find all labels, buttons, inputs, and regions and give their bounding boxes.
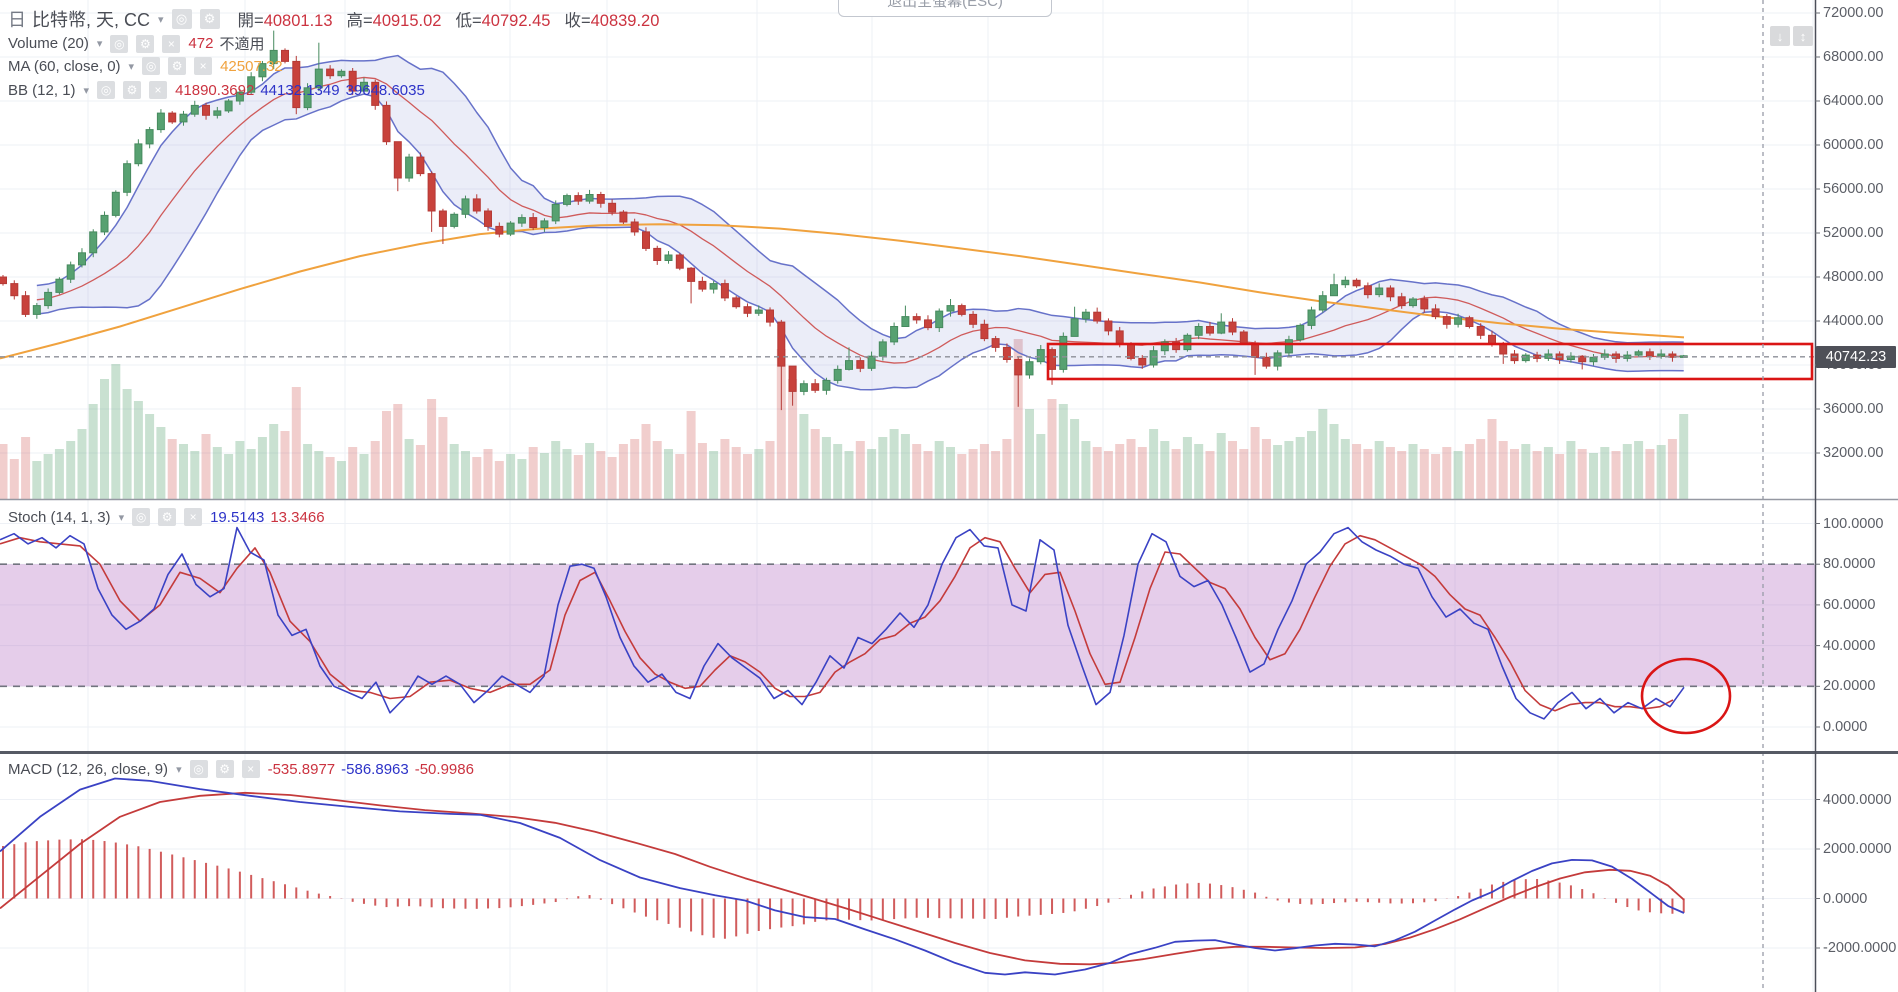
chevron-down-icon[interactable]: ▾ bbox=[96, 38, 103, 50]
chevron-down-icon[interactable]: ▾ bbox=[128, 60, 135, 73]
axis-tick-label: 0.0000 bbox=[1823, 890, 1868, 907]
bb-upper-value: 44132.1349 bbox=[260, 81, 340, 99]
exit-fullscreen-tooltip-text: 退出全螢幕(ESC) bbox=[887, 0, 1003, 10]
high-value: 40915.02 bbox=[372, 12, 442, 30]
down-arrow-icon: ↓ bbox=[1776, 28, 1784, 44]
volume-indicator-label[interactable]: Volume (20) bbox=[8, 35, 89, 52]
eye-icon[interactable]: ◎ bbox=[189, 760, 208, 778]
bb-basis-value: 41890.3692 bbox=[175, 81, 255, 99]
chevron-down-icon[interactable]: ▾ bbox=[176, 763, 182, 776]
volume-legend-row: Volume (20) ▾ ◎ ⚙ × 472 不適用 bbox=[8, 33, 264, 54]
symbol-legend-row: 日 比特幣, 天, CC ▾ ◎ ⚙ 開=40801.13 高=40915.02… bbox=[8, 6, 659, 32]
axis-tick-label: 52000.00 bbox=[1823, 225, 1884, 241]
chevron-down-icon[interactable]: ▾ bbox=[158, 13, 164, 26]
eye-icon[interactable]: ◎ bbox=[97, 81, 116, 99]
up-down-arrow-icon: ↕ bbox=[1799, 28, 1807, 44]
stoch-indicator-label[interactable]: Stoch (14, 1, 3) bbox=[8, 508, 111, 526]
axis-tick-label: 80.0000 bbox=[1823, 556, 1876, 573]
symbol-title[interactable]: 比特幣, 天, CC bbox=[32, 10, 151, 30]
axis-tick-label: 36000.00 bbox=[1823, 401, 1884, 417]
low-value: 40792.45 bbox=[481, 12, 551, 30]
eye-icon[interactable]: ◎ bbox=[142, 57, 161, 75]
axis-tick-label: 4000.0000 bbox=[1823, 791, 1892, 808]
axis-tick-label: 0.0000 bbox=[1823, 719, 1868, 735]
chevron-down-icon[interactable]: ▾ bbox=[118, 511, 125, 524]
high-label: 高= bbox=[346, 12, 373, 30]
open-label: 開= bbox=[237, 12, 264, 30]
macd-signal-value: -50.9986 bbox=[414, 760, 474, 778]
bb-legend-row: BB (12, 1) ▾ ◎ ⚙ × 41890.3692 44132.1349… bbox=[8, 81, 425, 99]
gear-icon[interactable]: ⚙ bbox=[168, 57, 187, 75]
low-label: 低= bbox=[455, 12, 482, 30]
close-icon[interactable]: × bbox=[149, 81, 168, 99]
open-value: 40801.13 bbox=[263, 12, 333, 30]
gear-icon[interactable]: ⚙ bbox=[123, 81, 142, 99]
close-label: 收= bbox=[564, 12, 591, 30]
macd-line-value: -586.8963 bbox=[341, 760, 409, 778]
eye-icon[interactable]: ◎ bbox=[171, 9, 192, 29]
scroll-down-button[interactable]: ↓ bbox=[1770, 26, 1790, 46]
axis-tick-label: 68000.00 bbox=[1823, 49, 1884, 65]
price-axis[interactable]: 40742.23 72000.00 68000.00 64000.00 60000.0… bbox=[1815, 0, 1898, 992]
macd-indicator-label[interactable]: MACD (12, 26, close, 9) bbox=[8, 760, 169, 778]
close-icon[interactable]: × bbox=[162, 34, 181, 53]
bb-indicator-label[interactable]: BB (12, 1) bbox=[8, 81, 76, 99]
axis-tick-label: 44000.00 bbox=[1823, 313, 1884, 329]
macd-legend-row: MACD (12, 26, close, 9) ▾ ◎ ⚙ × -535.897… bbox=[8, 760, 474, 778]
eye-icon[interactable]: ◎ bbox=[132, 508, 151, 526]
axis-tick-label: 100.0000 bbox=[1823, 515, 1884, 532]
macd-hist-value: -535.8977 bbox=[267, 760, 336, 778]
exit-fullscreen-tooltip: 退出全螢幕(ESC) bbox=[838, 0, 1052, 17]
axis-tick-label: 64000.00 bbox=[1823, 93, 1884, 109]
axis-tick-label: 60.0000 bbox=[1823, 596, 1876, 613]
stoch-k-value: 19.5143 bbox=[210, 508, 265, 526]
volume-value: 472 bbox=[188, 35, 214, 52]
axis-tick-label: 48000.00 bbox=[1823, 269, 1884, 285]
gear-icon[interactable]: ⚙ bbox=[158, 508, 177, 526]
gear-icon[interactable]: ⚙ bbox=[215, 760, 234, 778]
close-icon[interactable]: × bbox=[241, 760, 260, 778]
close-icon[interactable]: × bbox=[194, 57, 213, 75]
close-value: 40839.20 bbox=[590, 12, 660, 30]
volume-na-value: 不適用 bbox=[219, 36, 265, 53]
ma-value: 42507.32 bbox=[220, 57, 283, 75]
current-price-text: 40742.23 bbox=[1825, 348, 1887, 365]
axis-tick-label: 2000.0000 bbox=[1823, 841, 1892, 857]
ohlc-values: 開=40801.13 高=40915.02 低=40792.45 收=40839… bbox=[238, 7, 660, 31]
ma-indicator-label[interactable]: MA (60, close, 0) bbox=[8, 57, 121, 75]
bb-lower-value: 39648.6035 bbox=[345, 81, 425, 99]
stoch-d-value: 13.3466 bbox=[270, 508, 325, 526]
axis-tick-label: 20.0000 bbox=[1823, 678, 1876, 695]
axis-tick-label: 56000.00 bbox=[1823, 181, 1884, 197]
axis-tick-label: -2000.0000 bbox=[1823, 940, 1897, 956]
gear-icon[interactable]: ⚙ bbox=[199, 9, 220, 29]
current-price-label: 40742.23 bbox=[1816, 345, 1896, 368]
axis-tick-label: 32000.00 bbox=[1823, 445, 1884, 461]
axis-tick-label: 60000.00 bbox=[1823, 137, 1884, 153]
auto-scale-button[interactable]: ↕ bbox=[1793, 26, 1813, 46]
ma-legend-row: MA (60, close, 0) ▾ ◎ ⚙ × 42507.32 bbox=[8, 57, 283, 75]
close-icon[interactable]: × bbox=[184, 508, 203, 526]
axis-tick-label: 72000.00 bbox=[1823, 5, 1884, 21]
gear-icon[interactable]: ⚙ bbox=[136, 34, 155, 53]
eye-icon[interactable]: ◎ bbox=[110, 34, 129, 53]
interval-icon: 日 bbox=[8, 10, 26, 30]
axis-tick-label: 40.0000 bbox=[1823, 637, 1876, 654]
stoch-legend-row: Stoch (14, 1, 3) ▾ ◎ ⚙ × 19.5143 13.3466 bbox=[8, 508, 325, 526]
chevron-down-icon[interactable]: ▾ bbox=[83, 84, 90, 97]
